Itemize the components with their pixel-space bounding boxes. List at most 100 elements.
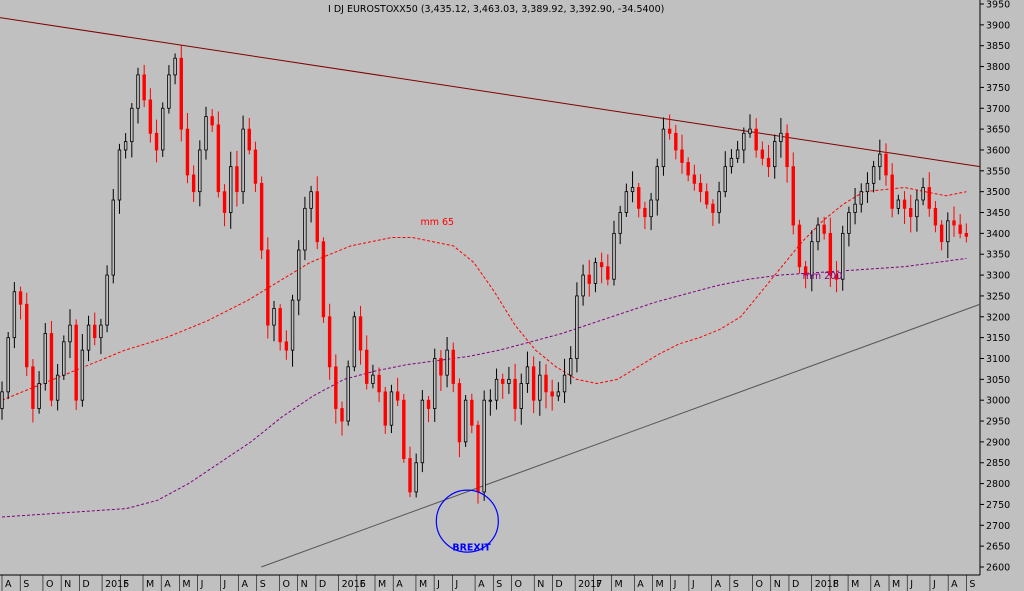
candle-body <box>556 391 561 397</box>
candle-body <box>340 408 344 422</box>
candle-body <box>667 128 672 134</box>
x-tick-label: M <box>851 579 859 590</box>
candle-body <box>742 132 746 151</box>
candle-body <box>148 99 153 134</box>
candle-body <box>303 207 307 251</box>
candle-body <box>266 249 270 326</box>
candle-body <box>352 316 357 368</box>
candle-body <box>494 378 499 401</box>
annotation-mm-200: mm 200 <box>803 271 843 282</box>
candle-body <box>698 182 703 193</box>
candle-body <box>946 220 950 243</box>
y-tick-label: 3600 <box>986 145 1010 156</box>
x-tick-label: M <box>378 579 386 590</box>
x-tick-label: M <box>146 579 154 590</box>
candle-body <box>210 116 214 126</box>
x-tick-label: S <box>260 579 266 590</box>
candle-body <box>575 295 579 359</box>
annotation-mm-65: mm 65 <box>420 217 454 228</box>
candle-body <box>402 399 406 459</box>
candle-body <box>822 224 826 234</box>
candle-body <box>878 153 882 168</box>
candle-body <box>297 249 301 301</box>
x-tick-label: 2018 <box>815 579 839 590</box>
candle-body <box>43 333 47 384</box>
y-tick-label: 3950 <box>986 0 1010 11</box>
candle-body <box>760 149 765 159</box>
candle-body <box>853 203 857 213</box>
candle-body <box>93 324 97 339</box>
candle-body <box>606 266 610 280</box>
annotation-brexit: BREXIT <box>452 542 491 553</box>
candle-body <box>99 324 103 339</box>
x-tick-label: N <box>301 579 308 590</box>
ma-line-mm-200 <box>1 257 967 518</box>
candle-body <box>501 378 505 384</box>
candle-body <box>921 187 925 201</box>
candle-body <box>705 191 709 205</box>
x-tick-label: 2015 <box>105 579 129 590</box>
y-tick-label: 2950 <box>986 417 1010 428</box>
x-tick-label: M <box>419 579 427 590</box>
x-tick-label: N <box>64 579 71 590</box>
ma-line-mm-65 <box>1 186 967 401</box>
y-tick-label: 3200 <box>986 312 1010 323</box>
candle-body <box>278 308 282 343</box>
candle-body <box>222 191 227 213</box>
candle-body <box>482 399 486 493</box>
y-tick-label: 2650 <box>986 542 1010 553</box>
x-tick-label: A <box>637 579 644 590</box>
candle-body <box>909 207 913 218</box>
candle-body <box>179 57 183 130</box>
candle-body <box>80 349 85 401</box>
x-tick-label: A <box>478 579 485 590</box>
candle-body <box>12 291 17 339</box>
x-tick-label: D <box>319 579 326 590</box>
x-tick-label: F <box>833 579 838 590</box>
candle-body <box>117 149 122 201</box>
y-tick-label: 3400 <box>986 229 1010 240</box>
y-tick-label: 3450 <box>986 208 1010 219</box>
candle-body <box>692 174 697 184</box>
candle-body <box>408 458 412 493</box>
y-tick-label: 2900 <box>986 437 1010 448</box>
candle-body <box>185 128 190 176</box>
candle-body <box>550 391 554 397</box>
candle-body <box>519 383 523 409</box>
candle-body <box>37 383 41 409</box>
candle-body <box>389 391 394 426</box>
x-tick-label: O <box>46 579 53 590</box>
y-tick-label: 3250 <box>986 291 1010 302</box>
x-tick-label: M <box>615 579 623 590</box>
candle-body <box>315 191 319 243</box>
y-tick-label: 3850 <box>986 41 1010 52</box>
candle-body <box>0 391 4 409</box>
candle-body <box>581 274 585 297</box>
x-tick-label: A <box>396 579 403 590</box>
candle-body <box>371 374 375 384</box>
candle-body <box>123 141 128 151</box>
x-tick-label: O <box>282 579 289 590</box>
candle-body <box>711 203 715 213</box>
y-tick-label: 3800 <box>986 62 1010 73</box>
candle-body <box>86 324 91 351</box>
candle-body <box>457 383 462 443</box>
candle-body <box>828 232 833 276</box>
candle-body <box>414 462 418 493</box>
candle-body <box>958 224 962 234</box>
candle-body <box>766 157 771 168</box>
y-tick-label: 3500 <box>986 187 1010 198</box>
trendline-support <box>261 303 981 568</box>
x-tick-label: O <box>514 579 521 590</box>
x-tick-label: J <box>932 579 936 590</box>
y-tick-label: 3700 <box>986 104 1010 115</box>
candle-body <box>235 166 239 193</box>
candle-body <box>284 341 289 351</box>
candle-body <box>62 341 66 376</box>
candle-body <box>779 132 783 143</box>
candle-body <box>426 399 431 409</box>
candle-body <box>55 374 60 401</box>
candle-body <box>334 366 338 409</box>
candle-body <box>198 149 202 193</box>
